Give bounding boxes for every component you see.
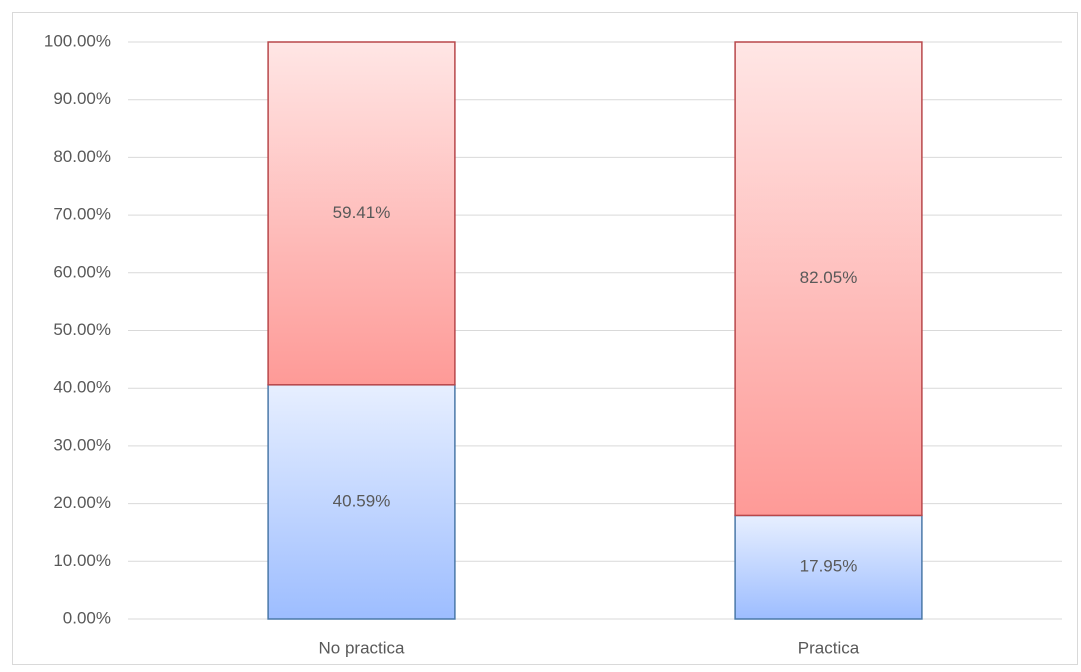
data-label: 40.59% xyxy=(333,491,391,510)
y-tick-label: 70.00% xyxy=(53,205,111,224)
bar-segment xyxy=(267,384,456,620)
y-tick-label: 100.00% xyxy=(44,31,111,50)
data-label: 82.05% xyxy=(800,268,858,287)
y-tick-label: 60.00% xyxy=(53,262,111,281)
y-tick-label: 50.00% xyxy=(53,320,111,339)
y-tick-label: 80.00% xyxy=(53,147,111,166)
bar-segment xyxy=(734,41,923,517)
y-tick-label: 20.00% xyxy=(53,493,111,512)
bar-segment xyxy=(267,41,456,386)
data-label: 59.41% xyxy=(333,203,391,222)
y-tick-label: 90.00% xyxy=(53,89,111,108)
y-tick-label: 30.00% xyxy=(53,435,111,454)
y-tick-label: 0.00% xyxy=(63,608,111,627)
x-tick-label: Practica xyxy=(798,638,860,657)
bar-segment xyxy=(734,514,923,620)
data-label: 17.95% xyxy=(800,557,858,576)
y-tick-label: 40.00% xyxy=(53,378,111,397)
y-tick-label: 10.00% xyxy=(53,551,111,570)
x-tick-label: No practica xyxy=(319,638,406,657)
